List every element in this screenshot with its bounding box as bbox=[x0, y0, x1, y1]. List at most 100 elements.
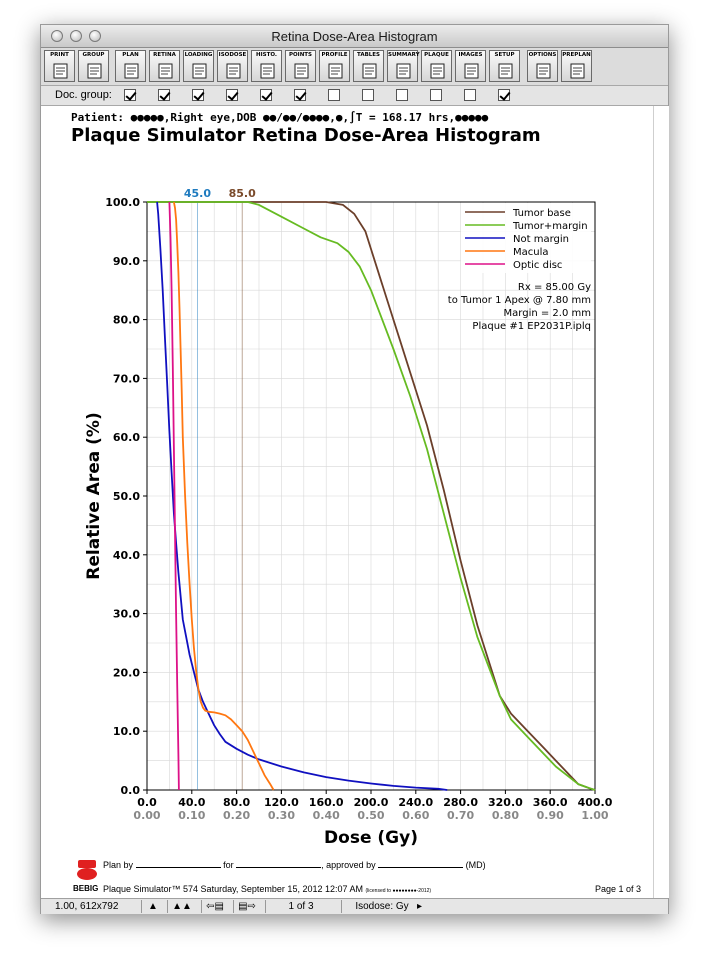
x-tick-label-secondary: 0.50 bbox=[357, 809, 384, 822]
patient-line: Patient: ●●●●●,Right eye,DOB ●●/●●/●●●●,… bbox=[71, 111, 489, 124]
page-number: Page 1 of 3 bbox=[595, 884, 642, 894]
toolbar-button-label: ISODOSE bbox=[218, 52, 247, 58]
toolbar-button-loading[interactable]: LOADING bbox=[183, 50, 214, 82]
toolbar-button-plaque[interactable]: PLAQUE bbox=[421, 50, 452, 82]
y-tick-label: 60.0 bbox=[113, 431, 140, 444]
toolbar-button-points[interactable]: POINTS bbox=[285, 50, 316, 82]
toolbar-button-label: TABLES bbox=[357, 52, 380, 58]
minimize-window-button[interactable] bbox=[70, 30, 82, 42]
doc-group-checkbox-1[interactable] bbox=[124, 89, 136, 101]
x-tick-label: 240.0 bbox=[398, 796, 433, 809]
toolbar-button-profile[interactable]: PROFILE bbox=[319, 50, 350, 82]
y-tick-label: 10.0 bbox=[113, 725, 140, 738]
toolbar-button-tables[interactable]: TABLES bbox=[353, 50, 384, 82]
x-tick-label: 200.0 bbox=[354, 796, 389, 809]
zoom-window-button[interactable] bbox=[89, 30, 101, 42]
doc-group-checkbox-4[interactable] bbox=[226, 89, 238, 101]
series-line-optic-disc bbox=[168, 201, 180, 791]
y-tick-label: 100.0 bbox=[105, 196, 140, 209]
toolbar-button-plan[interactable]: PLAN bbox=[115, 50, 146, 82]
vertical-scrollbar[interactable] bbox=[653, 106, 669, 898]
document-page: Patient: ●●●●●,Right eye,DOB ●●/●●/●●●●,… bbox=[41, 106, 653, 898]
printer-icon bbox=[53, 63, 68, 79]
y-tick-label: 40.0 bbox=[113, 549, 140, 562]
for-text: for bbox=[223, 860, 234, 870]
toolbar-button-label: LOADING bbox=[184, 52, 213, 58]
x-tick-label: 80.0 bbox=[223, 796, 250, 809]
toolbar-button-retina[interactable]: RETINA bbox=[149, 50, 180, 82]
y-tick-label: 70.0 bbox=[113, 372, 140, 385]
x-tick-label-secondary: 0.40 bbox=[313, 809, 340, 822]
isodose-doc-icon bbox=[226, 63, 241, 79]
toolbar-button-options[interactable]: OPTIONS bbox=[527, 50, 558, 82]
x-tick-label: 160.0 bbox=[309, 796, 344, 809]
x-tick-label-secondary: 1.00 bbox=[581, 809, 608, 822]
doc-group-checkbox-10[interactable] bbox=[430, 89, 442, 101]
zoom-readout: 1.00, 612x792 bbox=[55, 901, 119, 912]
doc-group-checkbox-12[interactable] bbox=[498, 89, 510, 101]
window-title: Retina Dose-Area Histogram bbox=[271, 29, 438, 44]
plan-by-text: Plan by bbox=[103, 860, 134, 870]
x-tick-label-secondary: 0.60 bbox=[402, 809, 429, 822]
doc-group-checkbox-8[interactable] bbox=[362, 89, 374, 101]
printer-group-icon bbox=[87, 63, 102, 79]
loading-doc-icon bbox=[192, 63, 207, 79]
toolbar-button-images[interactable]: IMAGES bbox=[455, 50, 486, 82]
logo-text: BEBIG bbox=[73, 884, 99, 893]
zoom-in-icon[interactable]: ▲▲ bbox=[167, 900, 196, 913]
toolbar-button-label: PLAN bbox=[122, 52, 139, 58]
x-tick-label: 120.0 bbox=[264, 796, 299, 809]
y-tick-label: 20.0 bbox=[113, 666, 140, 679]
legend-entry: Macula bbox=[513, 247, 549, 258]
doc-group-checkbox-5[interactable] bbox=[260, 89, 272, 101]
doc-group-checkbox-9[interactable] bbox=[396, 89, 408, 101]
doc-group-bar: Doc. group: bbox=[41, 86, 668, 106]
toolbar-button-label: RETINA bbox=[153, 52, 176, 58]
page-indicator: 1 of 3 bbox=[265, 900, 336, 913]
y-tick-label: 50.0 bbox=[113, 490, 140, 503]
close-window-button[interactable] bbox=[51, 30, 63, 42]
toolbar-button-preplan[interactable]: PREPLAN bbox=[561, 50, 592, 82]
toolbar-button-isodose[interactable]: ISODOSE bbox=[217, 50, 248, 82]
tables-doc-icon bbox=[362, 63, 377, 79]
toolbar-button-label: OPTIONS bbox=[528, 52, 557, 58]
triangle-right-icon[interactable]: ▸ bbox=[417, 901, 423, 912]
toolbar-button-label: IMAGES bbox=[458, 52, 483, 58]
doc-group-checkbox-11[interactable] bbox=[464, 89, 476, 101]
toolbar-button-label: POINTS bbox=[288, 52, 313, 58]
footer-info: Plaque Simulator™ 574 Saturday, Septembe… bbox=[103, 884, 431, 894]
next-page-icon[interactable]: ▤⇨ bbox=[233, 900, 260, 913]
toolbar-button-print[interactable]: PRINT bbox=[44, 50, 75, 82]
y-axis-label: Relative Area (%) bbox=[84, 412, 104, 579]
x-tick-label: 40.0 bbox=[178, 796, 205, 809]
title-bar: Retina Dose-Area Histogram bbox=[41, 25, 668, 48]
prev-page-icon[interactable]: ⇦▤ bbox=[201, 900, 228, 913]
doc-group-checkbox-2[interactable] bbox=[158, 89, 170, 101]
doc-group-checkbox-6[interactable] bbox=[294, 89, 306, 101]
options-doc-icon bbox=[536, 63, 551, 79]
x-tick-label-secondary: 0.10 bbox=[178, 809, 205, 822]
retina-doc-icon bbox=[158, 63, 173, 79]
series-line-tumor-margin bbox=[147, 201, 596, 791]
legend-entry: Tumor base bbox=[512, 208, 571, 219]
legend-entry: Tumor+margin bbox=[512, 221, 588, 232]
toolbar-button-summary[interactable]: SUMMARY bbox=[387, 50, 420, 82]
toolbar-button-histo[interactable]: HISTO. bbox=[251, 50, 282, 82]
toolbar-button-label: PRINT bbox=[50, 52, 69, 58]
profile-doc-icon bbox=[328, 63, 343, 79]
plaque-doc-icon bbox=[430, 63, 445, 79]
doc-group-checkbox-3[interactable] bbox=[192, 89, 204, 101]
doc-group-checkbox-7[interactable] bbox=[328, 89, 340, 101]
dose-marker-label: 85.0 bbox=[229, 187, 256, 200]
toolbar-button-label: PLAQUE bbox=[424, 52, 449, 58]
isodose-units-select[interactable]: Isodose: Gy bbox=[341, 900, 422, 913]
toolbar-button-group[interactable]: GROUP bbox=[78, 50, 109, 82]
series-line-macula bbox=[173, 201, 275, 791]
toolbar-button-setup[interactable]: SETUP bbox=[489, 50, 520, 82]
zoom-out-icon[interactable]: ▲ bbox=[141, 900, 164, 913]
points-doc-icon bbox=[294, 63, 309, 79]
bebig-logo bbox=[76, 856, 98, 882]
x-tick-label: 0.0 bbox=[137, 796, 157, 809]
plan-by-label: Plan by for , approved by (MD) bbox=[103, 860, 486, 870]
toolbar-button-label: SETUP bbox=[494, 52, 515, 58]
